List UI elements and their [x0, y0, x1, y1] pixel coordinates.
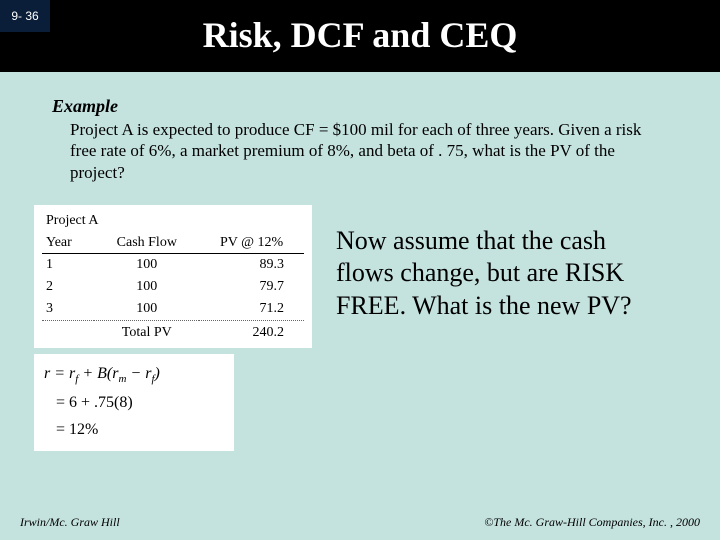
body-area: Example Project A is expected to produce…	[0, 72, 720, 451]
slide-title: Risk, DCF and CEQ	[0, 14, 720, 56]
footer: Irwin/Mc. Graw Hill ©The Mc. Graw-Hill C…	[0, 515, 720, 530]
pv-table-wrap: Project A Year Cash Flow PV @ 12% 1 100	[34, 205, 312, 348]
example-text: Project A is expected to produce CF = $1…	[52, 119, 668, 183]
footer-right: ©The Mc. Graw-Hill Companies, Inc. , 200…	[484, 515, 700, 530]
formula-box: r = rf + B(rm − rf) = 6 + .75(8) = 12%	[34, 354, 234, 451]
pv-table: Year Cash Flow PV @ 12% 1 100 89.3 2	[42, 233, 304, 344]
table-total-row: Total PV 240.2	[42, 320, 304, 344]
col-pv: PV @ 12%	[199, 233, 304, 254]
project-label: Project A	[42, 211, 304, 233]
col-cashflow: Cash Flow	[94, 233, 199, 254]
col-year: Year	[42, 233, 94, 254]
formula-line2: = 6 + .75(8)	[44, 389, 224, 416]
table-row: 3 100 71.2	[42, 298, 304, 321]
footer-left: Irwin/Mc. Graw Hill	[20, 515, 120, 530]
table-row: 2 100 79.7	[42, 276, 304, 298]
example-label: Example	[52, 96, 668, 117]
left-column: Project A Year Cash Flow PV @ 12% 1 100	[52, 205, 312, 451]
formula-line1: r = rf + B(rm − rf)	[44, 360, 224, 389]
mid-row: Project A Year Cash Flow PV @ 12% 1 100	[52, 205, 668, 451]
header-bar: 9- 36 Risk, DCF and CEQ	[0, 0, 720, 72]
table-row: 1 100 89.3	[42, 253, 304, 276]
right-question-text: Now assume that the cash flows change, b…	[336, 205, 668, 451]
formula-line3: = 12%	[44, 416, 224, 443]
